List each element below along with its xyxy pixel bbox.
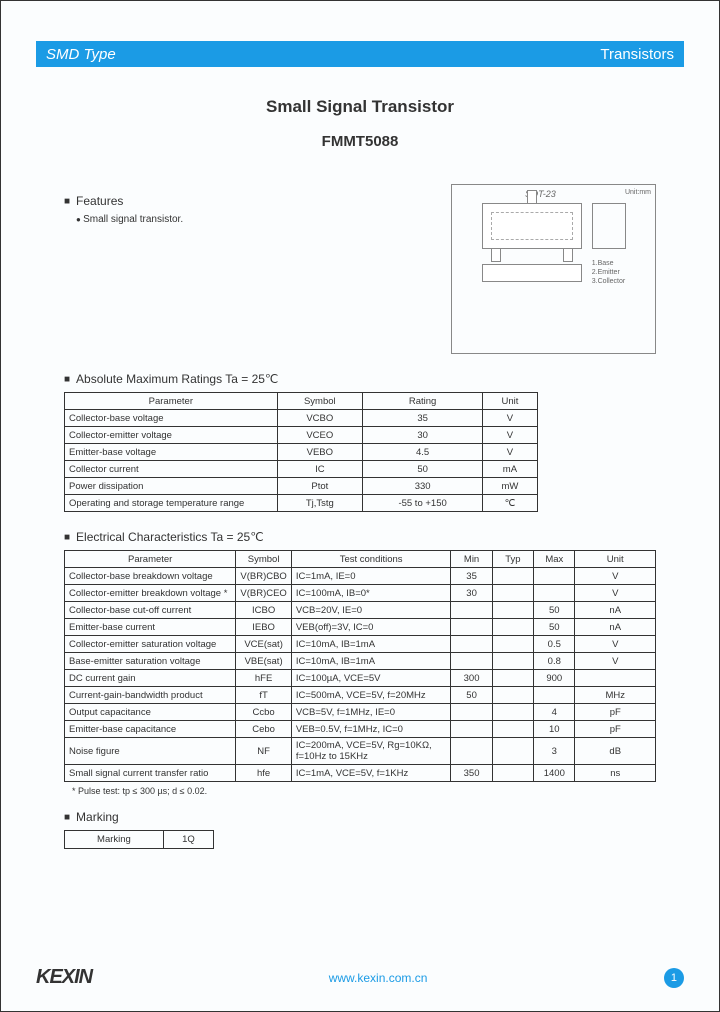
marking-value: 1Q [163,831,213,849]
elec-table: ParameterSymbolTest conditionsMinTypMaxU… [64,550,656,782]
col-header: Parameter [65,393,278,410]
col-header: Min [451,551,492,568]
table-row: Noise figureNFIC=200mA, VCE=5V, Rg=10KΩ,… [65,738,656,765]
table-row: Operating and storage temperature rangeT… [65,495,538,512]
features-heading: Features [64,194,433,208]
logo: KEXIN [36,966,92,989]
title-main: Small Signal Transistor [36,97,684,117]
table-row: Base-emitter saturation voltageVBE(sat)I… [65,653,656,670]
table-row: Emitter-base voltageVEBO4.5V [65,444,538,461]
table-row: Collector-emitter saturation voltageVCE(… [65,636,656,653]
feature-list: Small signal transistor. [76,214,433,225]
col-header: Unit [483,393,537,410]
table-row: Collector-base breakdown voltageV(BR)CBO… [65,568,656,585]
package-top-view [482,203,582,249]
col-header: Max [534,551,575,568]
table-row: Output capacitanceCcboVCB=5V, f=1MHz, IE… [65,704,656,721]
feature-item: Small signal transistor. [76,214,433,225]
elec-heading: Electrical Characteristics Ta = 25℃ [64,530,656,544]
unit-label: Unit:mm [625,189,651,203]
table-row: Collector-emitter breakdown voltage *V(B… [65,585,656,602]
table-row: Current-gain-bandwidth productfTIC=500mA… [65,687,656,704]
package-side-view [592,203,626,249]
table-row: Collector-base voltageVCBO35V [65,410,538,427]
title-block: Small Signal Transistor FMMT5088 [36,97,684,150]
table-row: Emitter-base capacitanceCeboVEB=0.5V, f=… [65,721,656,738]
marking-heading: Marking [64,810,656,824]
package-diagram: SOT-23 Unit:mm 1.Base 2.Emitter 3.Collec… [451,184,656,354]
max-ratings-heading: Absolute Maximum Ratings Ta = 25℃ [64,372,656,386]
col-header: Symbol [236,551,291,568]
col-header: Parameter [65,551,236,568]
pin-labels: 1.Base 2.Emitter 3.Collector [592,259,625,286]
table-row: Small signal current transfer ratiohfeIC… [65,765,656,782]
header-right: Transistors [600,46,674,63]
table-row: Collector currentIC50mA [65,461,538,478]
col-header: Test conditions [291,551,451,568]
footer-url: www.kexin.com.cn [329,971,428,985]
col-header: Symbol [277,393,362,410]
title-part: FMMT5088 [36,133,684,150]
max-ratings-table: ParameterSymbolRatingUnit Collector-base… [64,392,538,512]
table-row: Emitter-base currentIEBOVEB(off)=3V, IC=… [65,619,656,636]
package-front-view [482,264,582,282]
col-header: Rating [362,393,482,410]
page-number: 1 [664,968,684,988]
table-row: DC current gainhFEIC=100µA, VCE=5V300900 [65,670,656,687]
marking-label: Marking [65,831,164,849]
marking-table: Marking 1Q [64,830,214,849]
col-header: Typ [492,551,533,568]
header-bar: SMD Type Transistors [36,41,684,67]
table-row: Collector-base cut-off currentICBOVCB=20… [65,602,656,619]
footer: KEXIN www.kexin.com.cn 1 [36,962,684,989]
table-row: Collector-emitter voltageVCEO30V [65,427,538,444]
header-left: SMD Type [46,46,116,63]
elec-footnote: * Pulse test: tp ≤ 300 µs; d ≤ 0.02. [72,786,656,796]
table-row: Power dissipationPtot330mW [65,478,538,495]
col-header: Unit [575,551,656,568]
